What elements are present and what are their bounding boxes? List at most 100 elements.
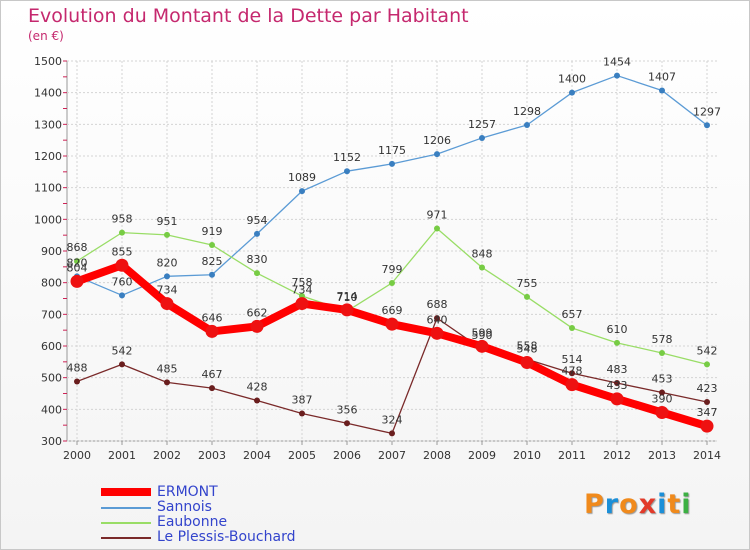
data-label-le-plessis-bouchard: 428 [247,380,268,393]
data-label-sannois: 1297 [693,105,721,118]
data-label-sannois: 1298 [513,105,541,118]
data-label-eaubonne: 958 [112,213,133,226]
data-label-le-plessis-bouchard: 356 [337,403,358,416]
data-point-ermont [340,303,354,317]
data-point-eaubonne [119,229,125,236]
x-tick-label: 2009 [468,449,496,462]
data-label-eaubonne: 755 [517,277,538,290]
data-label-ermont: 662 [247,306,268,319]
legend-label: Eaubonne [157,514,228,530]
y-tick-label: 900 [41,245,62,258]
data-label-ermont: 640 [427,313,448,326]
data-point-le-plessis-bouchard [344,420,350,427]
y-tick-label: 600 [41,340,62,353]
legend-label: Le Plessis-Bouchard [157,529,296,545]
data-label-le-plessis-bouchard: 387 [292,393,313,406]
data-point-eaubonne [164,231,170,238]
legend-swatch [101,522,151,524]
data-point-eaubonne [659,349,665,356]
x-tick-label: 2012 [603,449,631,462]
data-label-eaubonne: 710 [337,291,358,304]
data-point-le-plessis-bouchard [569,370,575,377]
data-label-ermont: 390 [652,393,673,406]
data-point-eaubonne [704,361,710,368]
data-point-eaubonne [524,293,530,300]
data-label-eaubonne: 919 [202,225,223,238]
data-point-eaubonne [614,339,620,346]
data-label-sannois: 1407 [648,70,676,83]
data-point-ermont [655,406,669,419]
y-tick-label: 800 [41,277,62,290]
x-tick-label: 2014 [693,449,721,462]
x-tick-label: 2001 [108,449,136,462]
data-label-ermont: 855 [112,245,133,258]
data-label-le-plessis-bouchard: 483 [607,363,628,376]
data-label-sannois: 954 [247,214,268,227]
data-label-le-plessis-bouchard: 467 [202,368,223,381]
data-point-sannois [119,292,125,299]
data-label-le-plessis-bouchard: 590 [472,329,493,342]
data-point-sannois [344,168,350,175]
data-label-eaubonne: 758 [292,276,313,289]
x-tick-label: 2005 [288,449,316,462]
data-label-eaubonne: 799 [382,263,403,276]
y-tick-label: 400 [41,403,62,416]
logo-letter: i [657,489,668,520]
data-label-sannois: 760 [112,275,133,288]
data-point-ermont [610,392,624,406]
legend-label: Sannois [157,499,212,515]
data-label-le-plessis-bouchard: 453 [652,373,673,386]
unit-label: (en €) [28,29,64,43]
data-point-le-plessis-bouchard [659,389,665,396]
data-label-eaubonne: 610 [607,323,628,336]
data-point-eaubonne [389,279,395,286]
data-point-ermont [115,258,129,272]
data-label-sannois: 820 [67,256,88,269]
data-point-eaubonne [254,270,260,277]
logo-letter: t [667,489,682,520]
x-tick-label: 2008 [423,449,451,462]
data-label-ermont: 804 [67,261,88,274]
legend-swatch [101,537,151,539]
y-tick-label: 500 [41,372,62,385]
data-label-le-plessis-bouchard: 423 [697,382,718,395]
data-point-le-plessis-bouchard [704,399,710,406]
logo-letter: r [604,489,620,520]
data-point-ermont [385,317,399,331]
logo-letter: x [638,489,658,520]
data-point-le-plessis-bouchard [254,397,260,404]
data-point-le-plessis-bouchard [164,379,170,386]
data-point-ermont [250,319,264,333]
data-label-sannois: 1206 [423,134,451,147]
data-label-sannois: 820 [157,256,178,269]
x-tick-label: 2006 [333,449,361,462]
data-label-eaubonne: 578 [652,333,673,346]
data-label-eaubonne: 868 [67,241,88,254]
data-label-sannois: 1454 [603,56,631,69]
data-point-sannois [659,87,665,94]
data-point-ermont [295,297,309,311]
x-tick-label: 2007 [378,449,406,462]
legend-swatch [101,507,151,509]
data-label-sannois: 1152 [333,151,361,164]
data-point-sannois [389,160,395,167]
legend-swatch [101,488,151,496]
data-label-eaubonne: 971 [427,209,448,222]
data-point-sannois [524,121,530,128]
data-point-eaubonne [434,225,440,232]
x-tick-label: 2002 [153,449,181,462]
logo-letter: i [681,489,692,520]
data-label-ermont: 714 [337,290,358,303]
data-point-ermont [205,324,219,338]
data-point-sannois [254,230,260,237]
x-tick-label: 2000 [63,449,91,462]
data-label-le-plessis-bouchard: 542 [112,344,133,357]
data-label-le-plessis-bouchard: 324 [382,413,403,426]
data-label-sannois: 1257 [468,118,496,131]
data-point-ermont [430,326,444,340]
data-label-le-plessis-bouchard: 688 [427,298,448,311]
data-label-ermont: 478 [562,365,583,378]
x-tick-label: 2004 [243,449,271,462]
data-point-le-plessis-bouchard [299,410,305,417]
